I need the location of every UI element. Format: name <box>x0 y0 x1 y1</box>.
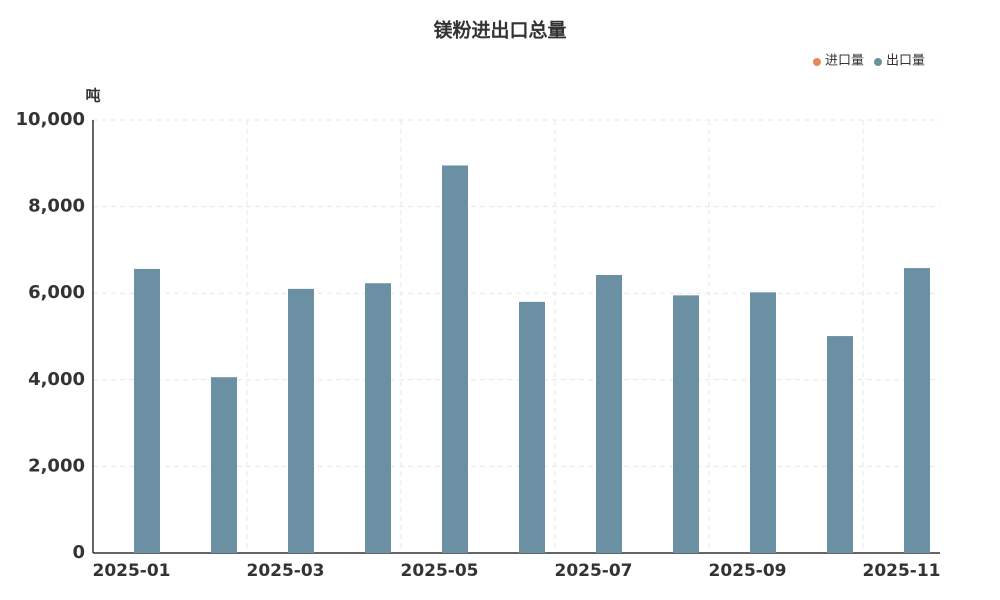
bar <box>134 268 160 553</box>
y-tick-label: 10,000 <box>16 109 85 130</box>
legend-swatch <box>873 58 882 66</box>
legend-label: 出口量 <box>886 54 925 69</box>
y-tick-label: 6,000 <box>28 282 85 303</box>
x-tick-label: 2025-09 <box>708 561 786 581</box>
y-unit: 吨 <box>85 87 100 105</box>
chart-title: 镁粉进出口总量 <box>433 19 566 42</box>
bar <box>673 295 699 553</box>
bar <box>827 336 853 553</box>
legend-label: 进口量 <box>825 54 864 69</box>
bar <box>519 301 545 553</box>
y-tick-label: 8,000 <box>28 196 85 217</box>
bar <box>442 165 468 553</box>
y-tick-label: 4,000 <box>28 369 85 390</box>
bar <box>288 288 314 553</box>
legend-swatch <box>812 58 821 66</box>
x-tick-label: 2025-11 <box>862 561 940 581</box>
x-tick-label: 2025-07 <box>554 561 632 581</box>
bar <box>211 377 237 553</box>
x-tick-label: 2025-01 <box>92 561 170 581</box>
bar <box>365 283 391 553</box>
bar <box>750 292 776 553</box>
bar <box>904 268 930 553</box>
y-tick-label: 0 <box>72 542 85 563</box>
x-tick-label: 2025-03 <box>246 561 324 581</box>
y-tick-label: 2,000 <box>28 455 85 476</box>
x-tick-label: 2025-05 <box>400 561 478 581</box>
bar <box>596 275 622 553</box>
